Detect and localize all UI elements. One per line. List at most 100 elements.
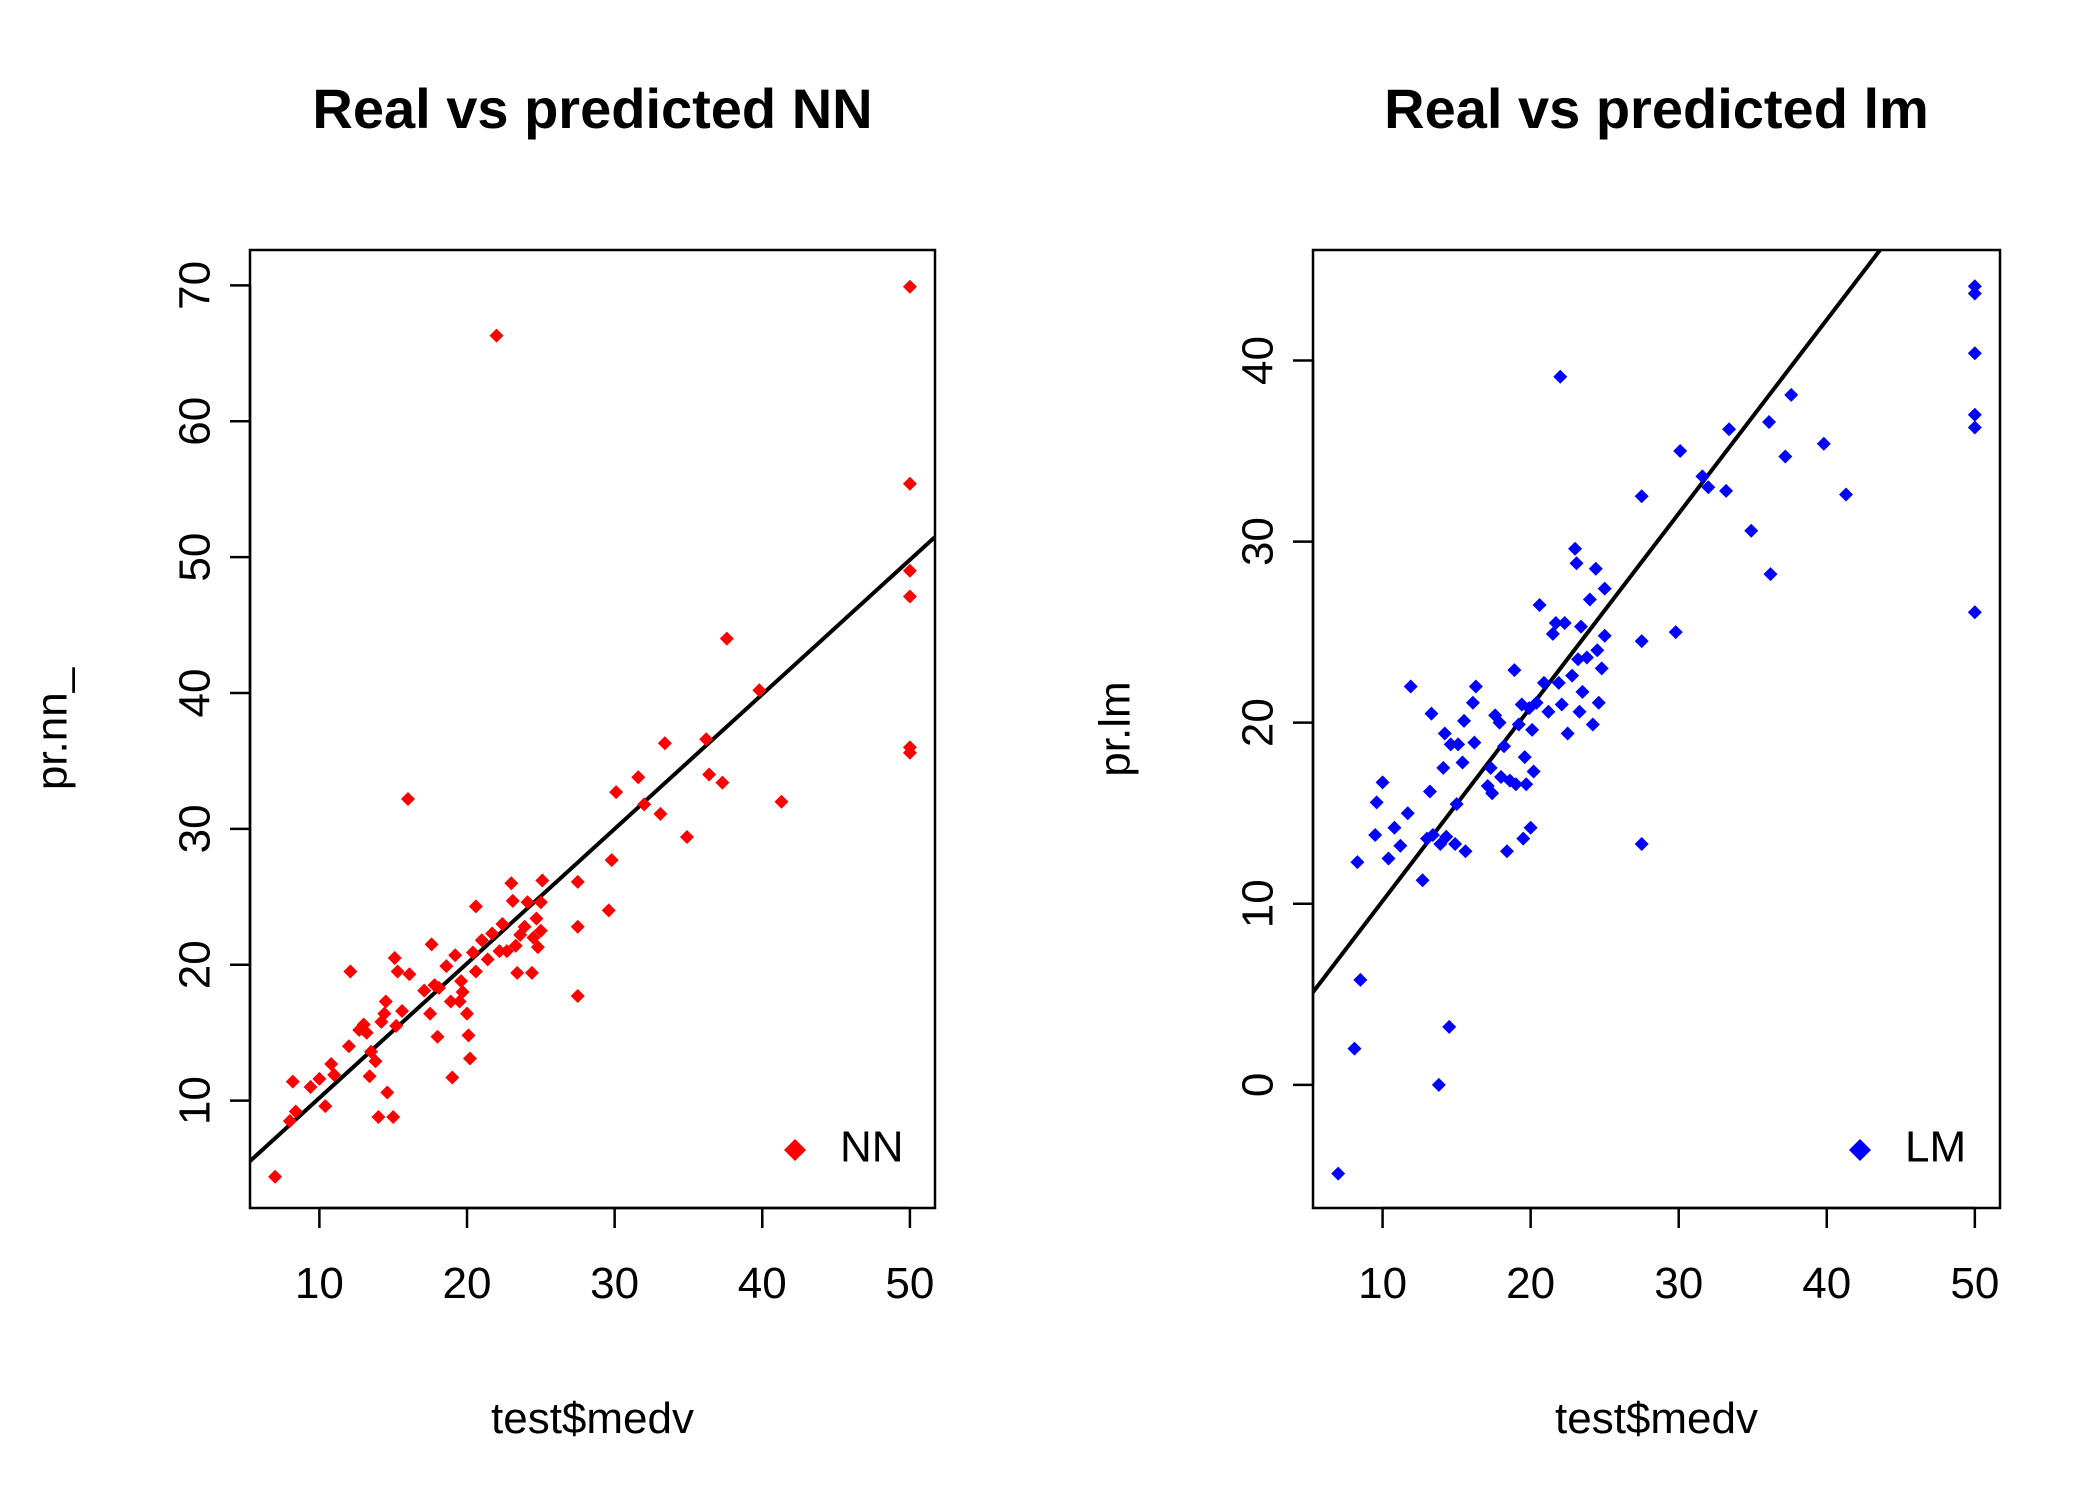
data-point [1536,675,1551,690]
data-point [461,1028,476,1043]
scatter-points [1331,279,1982,1181]
data-point [1368,827,1383,842]
data-point [1523,820,1538,835]
data-point [520,895,535,910]
data-point [1422,784,1437,799]
data-point [1591,695,1606,710]
data-point [752,683,767,698]
data-point [1467,735,1482,750]
data-point [460,1006,475,1021]
data-point [402,967,417,982]
data-point [1565,668,1580,683]
data-point [1668,625,1683,640]
data-point [324,1056,339,1071]
y-tick-label: 20 [1234,698,1283,747]
data-point [1516,831,1531,846]
data-point [1571,652,1586,667]
data-point [443,994,458,1009]
data-point [570,874,585,889]
data-point [637,797,652,812]
y-tick-label: 70 [171,261,220,310]
data-point [1439,829,1454,844]
data-point [285,1074,300,1089]
data-point [423,1006,438,1021]
chart-panel-1: Real vs predicted NN 10 20 30 40 50 10 20 30 40 50… [28,77,937,1443]
x-tick-label: 40 [738,1259,787,1308]
data-point [510,965,525,980]
data-point [1465,695,1480,710]
data-point [303,1080,318,1095]
data-point [439,959,454,974]
data-point [1967,407,1982,422]
data-point [1455,755,1470,770]
data-point [455,984,470,999]
data-point [1331,1166,1346,1181]
data-point [524,965,539,980]
y-tick-label: 0 [1234,1073,1283,1097]
chart-title: Real vs predicted NN [312,77,872,140]
data-point [1594,661,1609,676]
data-point [1573,619,1588,634]
data-point [1387,820,1402,835]
data-point [1673,444,1688,459]
y-tick-label: 40 [1234,336,1283,385]
data-point [1350,855,1365,870]
data-point [715,775,730,790]
data-point [1967,605,1982,620]
data-point [679,830,694,845]
data-point [465,945,480,960]
data-point [604,853,619,868]
scatter-points [268,279,917,1184]
data-point [424,937,439,952]
y-tick-label: 60 [171,397,220,446]
data-point [1554,697,1569,712]
data-point [1585,717,1600,732]
data-point [1403,679,1418,694]
data-point [1507,663,1522,678]
data-point [1400,806,1415,821]
data-point [492,944,507,959]
y-axis-label: pr.lm [1091,681,1140,776]
data-point [1762,415,1777,430]
data-point [1548,616,1563,631]
chart-title: Real vs predicted lm [1384,77,1929,140]
data-point [902,279,917,294]
data-point [400,791,415,806]
y-tick-label: 30 [1234,517,1283,566]
data-point [380,1085,395,1100]
data-point [1353,972,1368,987]
data-point [1511,717,1526,732]
data-point [1431,1077,1446,1092]
data-point [1485,786,1500,801]
data-point [533,895,548,910]
data-point [474,933,489,948]
data-point [699,732,714,747]
data-point [495,916,510,931]
data-point [1499,844,1514,859]
data-point [1572,704,1587,719]
data-point [1744,523,1759,538]
data-point [631,770,646,785]
data-point [1597,628,1612,643]
data-point [719,631,734,646]
data-point [1545,626,1560,641]
data-point [653,806,668,821]
data-point [430,1029,445,1044]
data-point [387,950,402,965]
data-point [489,328,504,343]
data-point [535,873,550,888]
data-point [657,736,672,751]
data-point [529,911,544,926]
data-point [601,903,616,918]
data-point [1763,567,1778,582]
y-tick-label: 20 [171,940,220,989]
data-point [1483,760,1498,775]
data-point [1458,844,1473,859]
data-point [609,785,624,800]
data-point [468,899,483,914]
data-point [1967,279,1982,294]
data-point [1551,675,1566,690]
x-axis-label: test$medv [491,1394,694,1443]
data-point [1557,616,1572,631]
data-point [1393,838,1408,853]
